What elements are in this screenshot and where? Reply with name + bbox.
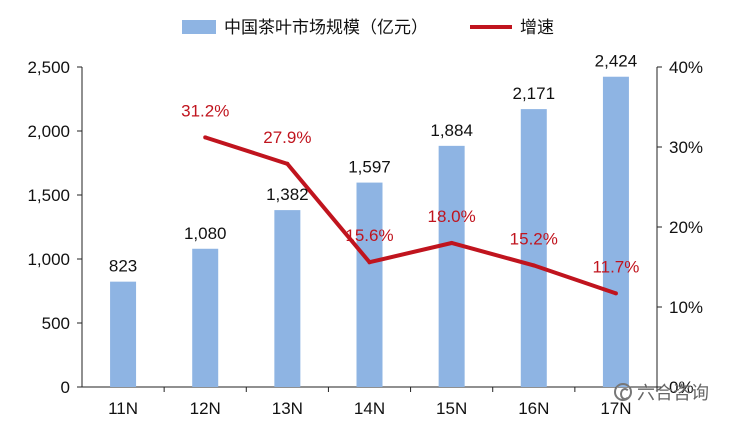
bar-value-label: 2,171 (513, 84, 556, 103)
bar-value-label: 1,597 (348, 158, 391, 177)
growth-line-series (203, 135, 618, 296)
bar-value-label: 2,424 (595, 52, 638, 71)
bar-value-label: 1,080 (184, 224, 227, 243)
right-tick-label: 40% (669, 58, 703, 77)
bar (602, 76, 629, 387)
right-tick-label: 30% (669, 138, 703, 157)
left-tick-label: 2,500 (27, 58, 70, 77)
x-tick-label: 15N (436, 399, 467, 418)
wechat-icon (614, 383, 632, 401)
right-tick-label: 0% (669, 378, 694, 397)
line-point (449, 241, 454, 245)
x-tick-label: 12N (190, 399, 221, 418)
left-tick-label: 500 (42, 314, 70, 333)
axes: 0 500 1,000 1,500 2,000 2,500 0% 10% 20% 30% 40% 11… (27, 58, 703, 418)
bar-value-label: 823 (109, 257, 137, 276)
bar-value-label: 1,382 (266, 185, 309, 204)
bar-value-label: 1,884 (430, 121, 473, 140)
line-value-label: 18.0% (428, 207, 476, 226)
line-point (367, 260, 372, 265)
legend-swatch-bars (182, 20, 216, 34)
growth-line (204, 135, 617, 296)
legend-label-line: 增速 (520, 18, 554, 38)
x-tick-label: 17N (600, 399, 631, 418)
right-tick-label: 10% (669, 298, 703, 317)
line-value-label: 31.2% (181, 101, 229, 120)
right-tick-label: 20% (669, 218, 703, 237)
left-tick-label: 0 (61, 378, 70, 397)
left-tick-label: 1,500 (27, 186, 70, 205)
bar (274, 210, 301, 387)
line-value-label: 15.6% (345, 226, 393, 245)
line-point (531, 263, 536, 268)
x-tick-label: 11N (108, 399, 138, 418)
legend: 中国茶叶市场规模（亿元） 增速 (182, 18, 554, 38)
bar (356, 182, 383, 387)
bar (520, 109, 547, 387)
left-tick-label: 2,000 (27, 122, 70, 141)
bar (110, 281, 137, 387)
line-value-label: 11.7% (592, 257, 639, 276)
legend-label-bars: 中国茶叶市场规模（亿元） (224, 18, 428, 38)
x-tick-label: 16N (518, 399, 549, 418)
x-tick-label: 14N (354, 399, 385, 418)
bar (192, 248, 219, 387)
line-value-label: 15.2% (510, 229, 558, 248)
watermark-text: 六合咨询 (637, 383, 709, 404)
line-point (203, 135, 208, 140)
line-point (285, 161, 290, 166)
left-tick-label: 1,000 (27, 250, 70, 269)
watermark: 六合咨询 (614, 379, 709, 405)
line-point (613, 291, 618, 296)
line-value-label: 27.9% (263, 128, 311, 147)
bar (438, 145, 465, 387)
data-labels: 823 1,080 1,382 1,597 1,884 2,171 2,424 31.2% 27… (109, 52, 640, 277)
x-tick-label: 13N (272, 399, 303, 418)
bar-series (110, 76, 629, 387)
